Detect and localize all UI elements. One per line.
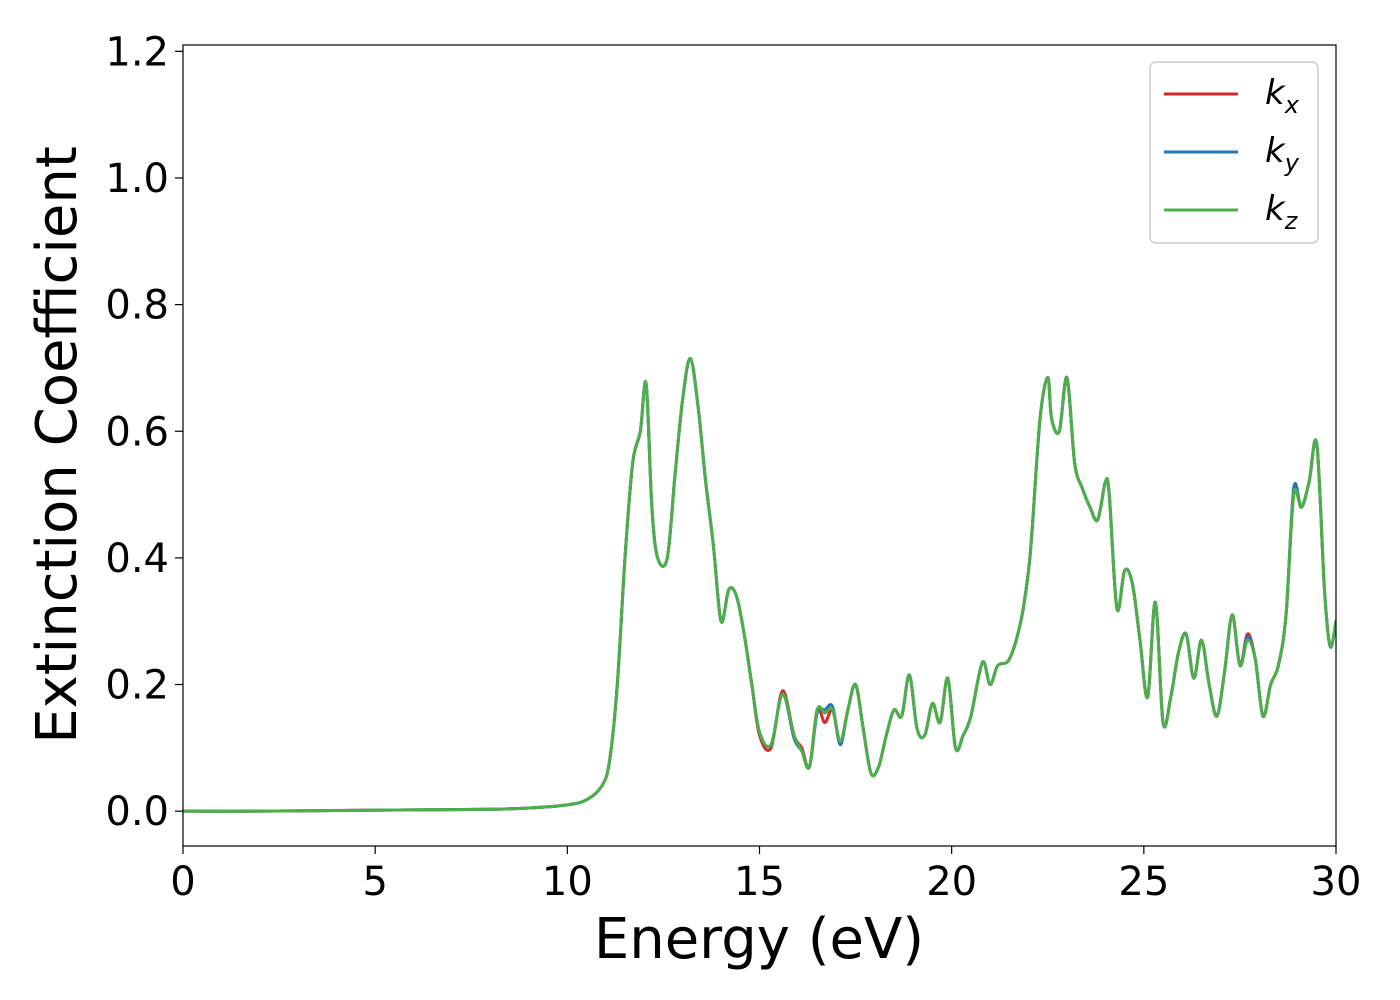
x-tick-label: 25 xyxy=(1118,859,1169,905)
y-tick-label: 1.0 xyxy=(105,156,169,202)
y-axis-label: Extinction Coefficient xyxy=(25,146,90,744)
series-layer xyxy=(183,356,1336,813)
y-tick-label: 0.4 xyxy=(105,536,169,582)
x-axis: 0 5 10 15 20 25 30 xyxy=(170,846,1361,905)
x-tick-label: 10 xyxy=(542,859,593,905)
x-tick-label: 5 xyxy=(362,859,387,905)
x-tick-label: 15 xyxy=(734,859,785,905)
legend-label-sub: x xyxy=(1284,91,1300,119)
x-tick-label: 30 xyxy=(1311,859,1362,905)
legend-label-main: k xyxy=(1265,73,1286,113)
legend-label-main: k xyxy=(1265,131,1286,171)
y-axis: 0.0 0.2 0.4 0.6 0.8 1.0 1.2 xyxy=(105,29,183,835)
legend-label-main: k xyxy=(1265,189,1286,229)
x-axis-label: Energy (eV) xyxy=(594,907,924,972)
legend-label-sub: z xyxy=(1284,207,1299,235)
legend-label-sub: y xyxy=(1284,149,1300,177)
x-tick-label: 0 xyxy=(170,859,195,905)
series-line-k-z xyxy=(183,356,1336,813)
legend-label-k-z: kz xyxy=(1265,189,1299,235)
legend-label-k-x: kx xyxy=(1265,73,1300,119)
y-tick-label: 0.8 xyxy=(105,283,169,329)
y-tick-label: 0.2 xyxy=(105,663,169,709)
y-tick-label: 0.6 xyxy=(105,409,169,455)
legend-label-k-y: ky xyxy=(1265,131,1300,177)
x-tick-label: 20 xyxy=(926,859,977,905)
y-tick-label: 0.0 xyxy=(105,789,169,835)
y-tick-label: 1.2 xyxy=(105,29,169,75)
